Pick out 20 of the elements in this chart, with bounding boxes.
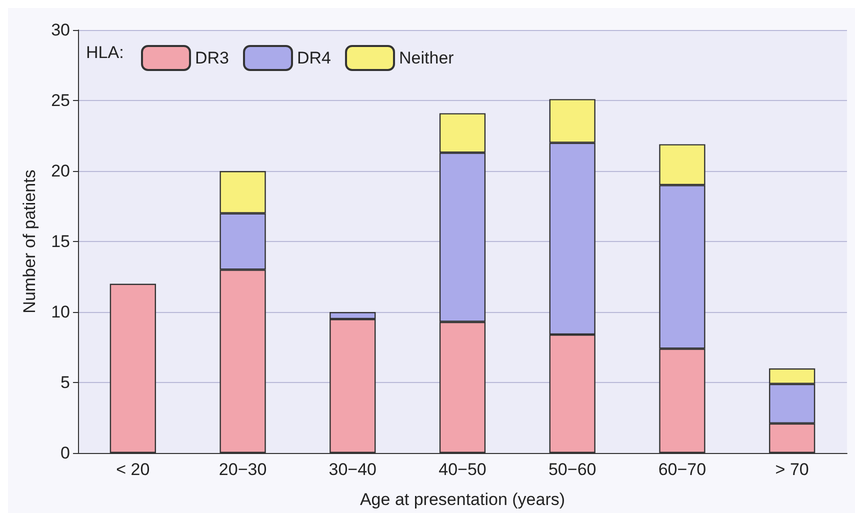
y-tick-label: 25 xyxy=(51,91,70,110)
y-tick-label: 15 xyxy=(51,232,70,251)
x-tick-label: 60−70 xyxy=(658,460,706,479)
legend-title: HLA: xyxy=(86,43,124,62)
y-tick-label: 30 xyxy=(51,20,70,40)
x-tick-label: > 70 xyxy=(775,460,809,479)
x-tick-label: 50−60 xyxy=(548,460,596,479)
x-tick-label: 20−30 xyxy=(218,460,267,479)
y-tick-label: 0 xyxy=(60,444,70,462)
y-tick-label: 20 xyxy=(51,162,70,180)
legend-label: DR3 xyxy=(195,48,230,68)
y-tick-label: 10 xyxy=(51,302,70,322)
x-tick-label: < 20 xyxy=(116,460,150,479)
x-tick-label: 40−50 xyxy=(438,460,486,479)
legend-label: DR4 xyxy=(297,48,332,68)
y-axis-title: Number of patients xyxy=(20,170,39,314)
y-tick-label: 5 xyxy=(60,373,70,392)
legend-label: Neither xyxy=(399,48,454,68)
x-tick-label: 30−40 xyxy=(328,460,377,479)
x-axis-title: Age at presentation (years) xyxy=(360,490,566,509)
